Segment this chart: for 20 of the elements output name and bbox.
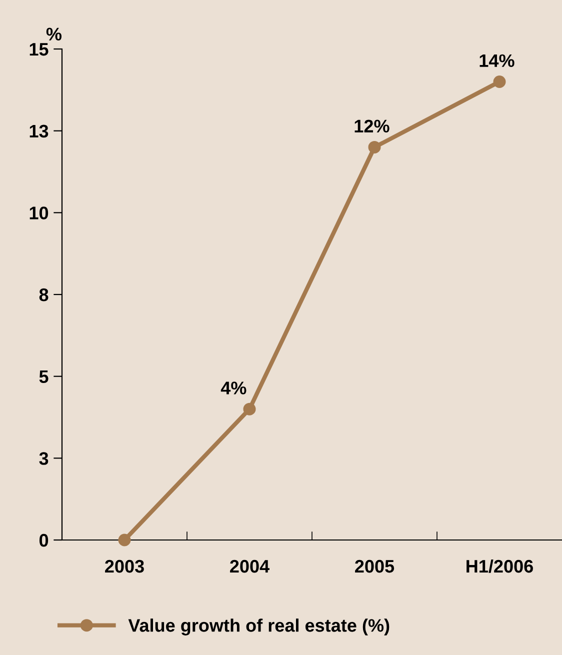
- y-tick-label: 15: [30, 43, 48, 56]
- point: [368, 140, 381, 154]
- y-tick-label: 0: [39, 534, 48, 547]
- y-tick-label: 10: [30, 206, 48, 220]
- point: [118, 534, 131, 546]
- x-tick-label: 2004: [230, 560, 270, 573]
- y-tick-label: 13: [30, 124, 48, 138]
- x-tick-label: 2005: [355, 560, 394, 573]
- x-tick-label: 2003: [105, 560, 144, 573]
- y-tick-label: 3: [39, 452, 48, 465]
- y-tick-label: 5: [39, 370, 48, 384]
- y-tick-label: 8: [39, 288, 48, 302]
- data-label: 4%: [220, 382, 246, 394]
- data-label: 14%: [480, 54, 514, 68]
- point: [243, 402, 256, 416]
- point: [493, 75, 506, 88]
- data-label: 12%: [354, 120, 390, 132]
- legend-label: Value growth of real estate (%): [128, 618, 390, 636]
- x-tick-label: H1/2006: [466, 559, 533, 573]
- y-axis-title: %: [46, 28, 62, 40]
